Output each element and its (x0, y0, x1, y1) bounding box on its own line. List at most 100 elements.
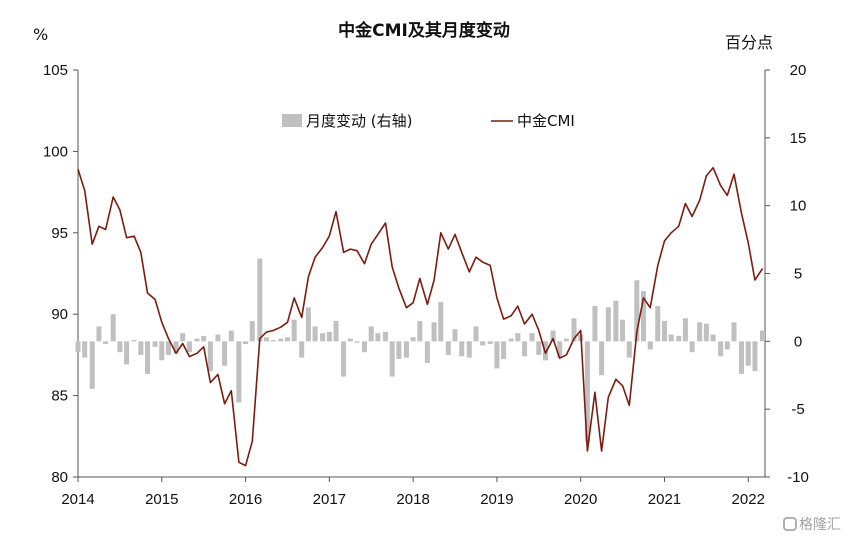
change-bar (131, 339, 137, 342)
cmi-line-layer (77, 166, 764, 467)
change-bar (159, 341, 165, 361)
x-tick-label: 2017 (313, 491, 346, 508)
x-tick-label: 2019 (480, 491, 513, 508)
change-bar (417, 320, 423, 342)
change-bar (368, 326, 374, 342)
left-tick-label: 85 (51, 388, 68, 405)
change-bar (752, 341, 758, 372)
change-bar (480, 341, 486, 346)
change-bar (739, 341, 745, 374)
x-tick-label: 2014 (61, 491, 94, 508)
chart-title: 中金CMI及其月度变动 (338, 20, 510, 41)
change-bar (550, 330, 556, 342)
change-bar (389, 341, 395, 377)
change-bar (354, 341, 360, 343)
change-bar (620, 319, 626, 342)
change-bar (82, 341, 88, 358)
right-tick-label: -10 (787, 469, 809, 486)
x-tick-label: 2018 (396, 491, 429, 508)
change-bar (676, 335, 682, 342)
change-bar (263, 337, 270, 342)
change-bar (655, 306, 661, 342)
change-bar (515, 333, 521, 342)
change-bar (634, 280, 640, 342)
change-bar (431, 322, 437, 342)
change-bar (536, 341, 542, 355)
right-tick-label: -5 (791, 401, 804, 418)
change-bar (362, 341, 368, 353)
x-tick-label: 2015 (145, 491, 178, 508)
change-bar (257, 258, 263, 342)
change-bar (312, 326, 318, 342)
change-bar (647, 341, 653, 350)
change-bar (710, 334, 716, 342)
change-bar (173, 341, 179, 354)
right-tick-label: 15 (790, 130, 807, 147)
left-axis-unit: % (33, 25, 48, 44)
right-tick-label: 20 (790, 62, 807, 79)
change-bar (326, 331, 332, 342)
change-bar (466, 341, 472, 358)
change-bar (626, 341, 632, 358)
change-bar (563, 338, 569, 342)
change-bar (180, 333, 186, 342)
change-bar (718, 341, 724, 357)
change-bar (347, 338, 353, 342)
change-bar (459, 341, 465, 357)
change-bar (445, 341, 451, 355)
change-bar (194, 338, 200, 342)
change-bar (452, 329, 458, 342)
change-bar (382, 331, 388, 342)
change-bar (487, 341, 493, 345)
change-bar (165, 341, 171, 355)
change-bar (291, 319, 297, 342)
change-bar (529, 333, 535, 342)
right-tick-label: 5 (794, 266, 802, 283)
change-bar (745, 341, 751, 366)
legend-line-label: 中金CMI (517, 112, 575, 130)
change-bar (641, 291, 647, 342)
left-tick-label: 80 (51, 469, 68, 486)
change-bar (89, 341, 95, 389)
change-bar (75, 341, 81, 353)
change-bar (403, 341, 409, 358)
change-bar (103, 341, 109, 345)
change-bar (508, 338, 514, 342)
change-bar (599, 341, 605, 376)
change-bar (341, 341, 347, 377)
change-bar (613, 300, 619, 342)
left-tick-label: 90 (51, 306, 68, 323)
change-bar (249, 320, 255, 342)
change-bar (243, 341, 249, 345)
change-bar (207, 341, 213, 372)
change-bar (117, 341, 123, 353)
change-bar (138, 341, 144, 355)
change-bars (75, 258, 765, 442)
change-bar (724, 341, 730, 350)
left-tick-label: 100 (43, 143, 68, 160)
change-bar (557, 341, 563, 358)
change-bar (110, 314, 116, 342)
legend: 月度变动 (右轴) 中金CMI (282, 112, 575, 130)
change-bar (661, 320, 667, 342)
change-bar (501, 341, 507, 359)
change-bar (522, 341, 528, 357)
change-bar (396, 341, 402, 359)
change-bar (228, 330, 234, 342)
change-bar (731, 322, 737, 342)
legend-bar-swatch (282, 114, 302, 127)
change-bar (682, 318, 688, 342)
change-bar (410, 337, 416, 342)
change-bar (278, 338, 284, 342)
change-bar (96, 326, 102, 342)
change-bar (375, 333, 381, 342)
x-tick-label: 2020 (564, 491, 597, 508)
right-tick-label: 0 (794, 333, 802, 350)
change-bar (186, 341, 192, 353)
change-bar (236, 341, 242, 403)
right-tick-label: 10 (790, 198, 807, 215)
change-bar (305, 307, 311, 342)
x-tick-label: 2021 (648, 491, 681, 508)
watermark-logo-icon (783, 517, 797, 531)
